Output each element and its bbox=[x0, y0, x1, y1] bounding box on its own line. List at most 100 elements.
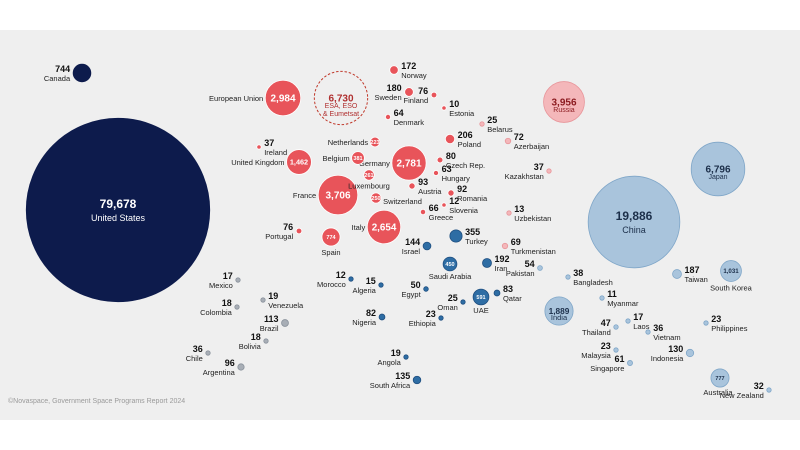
bubble-name-spain: Spain bbox=[321, 248, 340, 257]
bubble-sweden bbox=[404, 87, 414, 97]
bubble-name-japan: Japan bbox=[708, 174, 727, 181]
bubble-pakistan bbox=[537, 265, 543, 271]
bubble-taiwan bbox=[672, 269, 682, 279]
bubble-egypt bbox=[423, 286, 429, 292]
bubble-value-germany: 2,781 bbox=[396, 158, 421, 169]
bubble-value-brazil: 113 bbox=[264, 314, 279, 324]
bubble-name-bolivia: Bolivia bbox=[239, 342, 262, 351]
bubble-name-saudi: Saudi Arabia bbox=[429, 272, 472, 281]
bubble-myanmar bbox=[599, 295, 605, 301]
bubble-uzbekistan bbox=[506, 210, 512, 216]
bubble-label-uae: 591 UAE bbox=[473, 295, 488, 315]
bubble-name-portugal: Portugal bbox=[265, 232, 293, 241]
bubble-value-taiwan: 187 bbox=[684, 265, 699, 275]
bubble-name-colombia: Colombia bbox=[200, 308, 233, 317]
bubble-value-sweden: 180 bbox=[387, 83, 402, 93]
bubble-name-southafrica: South Africa bbox=[370, 381, 411, 390]
bubble-name-czech: Czech Rep. bbox=[446, 161, 485, 170]
bubble-kazakhstan bbox=[546, 168, 552, 174]
bubble-algeria bbox=[378, 282, 384, 288]
bubble-name-southkorea: South Korea bbox=[710, 283, 753, 292]
bubble-value-morocco: 12 bbox=[336, 270, 346, 280]
bubble-value-thailand: 47 bbox=[601, 318, 611, 328]
bubble-us bbox=[25, 117, 211, 303]
bubble-value-laos: 17 bbox=[633, 312, 643, 322]
bubble-name-turkey: Turkey bbox=[465, 237, 488, 246]
bubble-name-egypt: Egypt bbox=[402, 290, 422, 299]
bubble-value-bolivia: 18 bbox=[251, 332, 261, 342]
bubble-value-angola: 19 bbox=[391, 348, 401, 358]
bubble-uk bbox=[286, 149, 312, 175]
bubble-value-malaysia: 23 bbox=[601, 341, 611, 351]
bubble-value-greece: 66 bbox=[429, 203, 439, 213]
bubble-estonia bbox=[441, 105, 447, 111]
bubble-iran bbox=[482, 258, 492, 268]
bubble-turkey bbox=[449, 229, 463, 243]
bubble-value-slovenia: 12 bbox=[449, 196, 459, 206]
bubble-philippines bbox=[703, 320, 709, 326]
bubble-value-norway: 172 bbox=[401, 61, 416, 71]
bubble-name-denmark: Denmark bbox=[394, 118, 425, 127]
bubble-name-sweden: Sweden bbox=[375, 93, 402, 102]
bubble-value-poland: 206 bbox=[458, 130, 473, 140]
bubble-value-romania: 92 bbox=[457, 184, 467, 194]
bubble-label-uk: 1,462 United Kingdom bbox=[231, 157, 308, 167]
bubble-name-netherlands: Netherlands bbox=[328, 138, 369, 147]
bubble-name-angola: Angola bbox=[377, 358, 401, 367]
bubble-value-france: 3,706 bbox=[325, 190, 350, 201]
bubble-name-malaysia: Malaysia bbox=[581, 351, 611, 360]
bubble-value-portugal: 76 bbox=[283, 222, 293, 232]
bubble-name-nigeria: Nigeria bbox=[352, 318, 377, 327]
bubble-name-canada: Canada bbox=[44, 74, 71, 83]
bubble-azerbaijan bbox=[504, 137, 512, 145]
bubble-name-uzbekistan: Uzbekistan bbox=[514, 214, 551, 223]
bubble-value-mexico: 17 bbox=[223, 271, 233, 281]
bubble-name-laos: Laos bbox=[633, 322, 650, 331]
bubble-name-bangladesh: Bangladesh bbox=[573, 278, 613, 287]
bubble-value-venezuela: 19 bbox=[268, 291, 278, 301]
bubble-hungary bbox=[433, 170, 439, 176]
bubble-value-ireland: 37 bbox=[264, 138, 274, 148]
bubble-belgium bbox=[351, 151, 365, 165]
bubble-southafrica bbox=[412, 375, 422, 385]
bubble-australia bbox=[710, 368, 730, 388]
bubble-belarus bbox=[479, 121, 485, 127]
bubble-value-oman: 25 bbox=[448, 293, 458, 303]
bubble-name-esa: ESA, ESO bbox=[325, 103, 358, 110]
bubble-newzealand bbox=[766, 387, 772, 393]
bubble-value-azerbaijan: 72 bbox=[514, 132, 524, 142]
bubble-value-saudi: 450 bbox=[445, 262, 454, 268]
bubble-value-us: 79,678 bbox=[100, 197, 137, 211]
bubble-value-philippines: 23 bbox=[711, 314, 721, 324]
bubble-name-azerbaijan: Azerbaijan bbox=[514, 142, 549, 151]
bubble-name-oman: Oman bbox=[437, 303, 457, 312]
bubble-value-myanmar: 11 bbox=[607, 289, 617, 299]
bubble-value-egypt: 50 bbox=[411, 280, 421, 290]
bubble-vietnam bbox=[645, 329, 651, 335]
bubble-name-kazakhstan: Kazakhstan bbox=[505, 172, 544, 181]
source-credit: ©Novaspace, Government Space Programs Re… bbox=[8, 398, 186, 405]
bubble-value-iran: 192 bbox=[495, 254, 510, 264]
